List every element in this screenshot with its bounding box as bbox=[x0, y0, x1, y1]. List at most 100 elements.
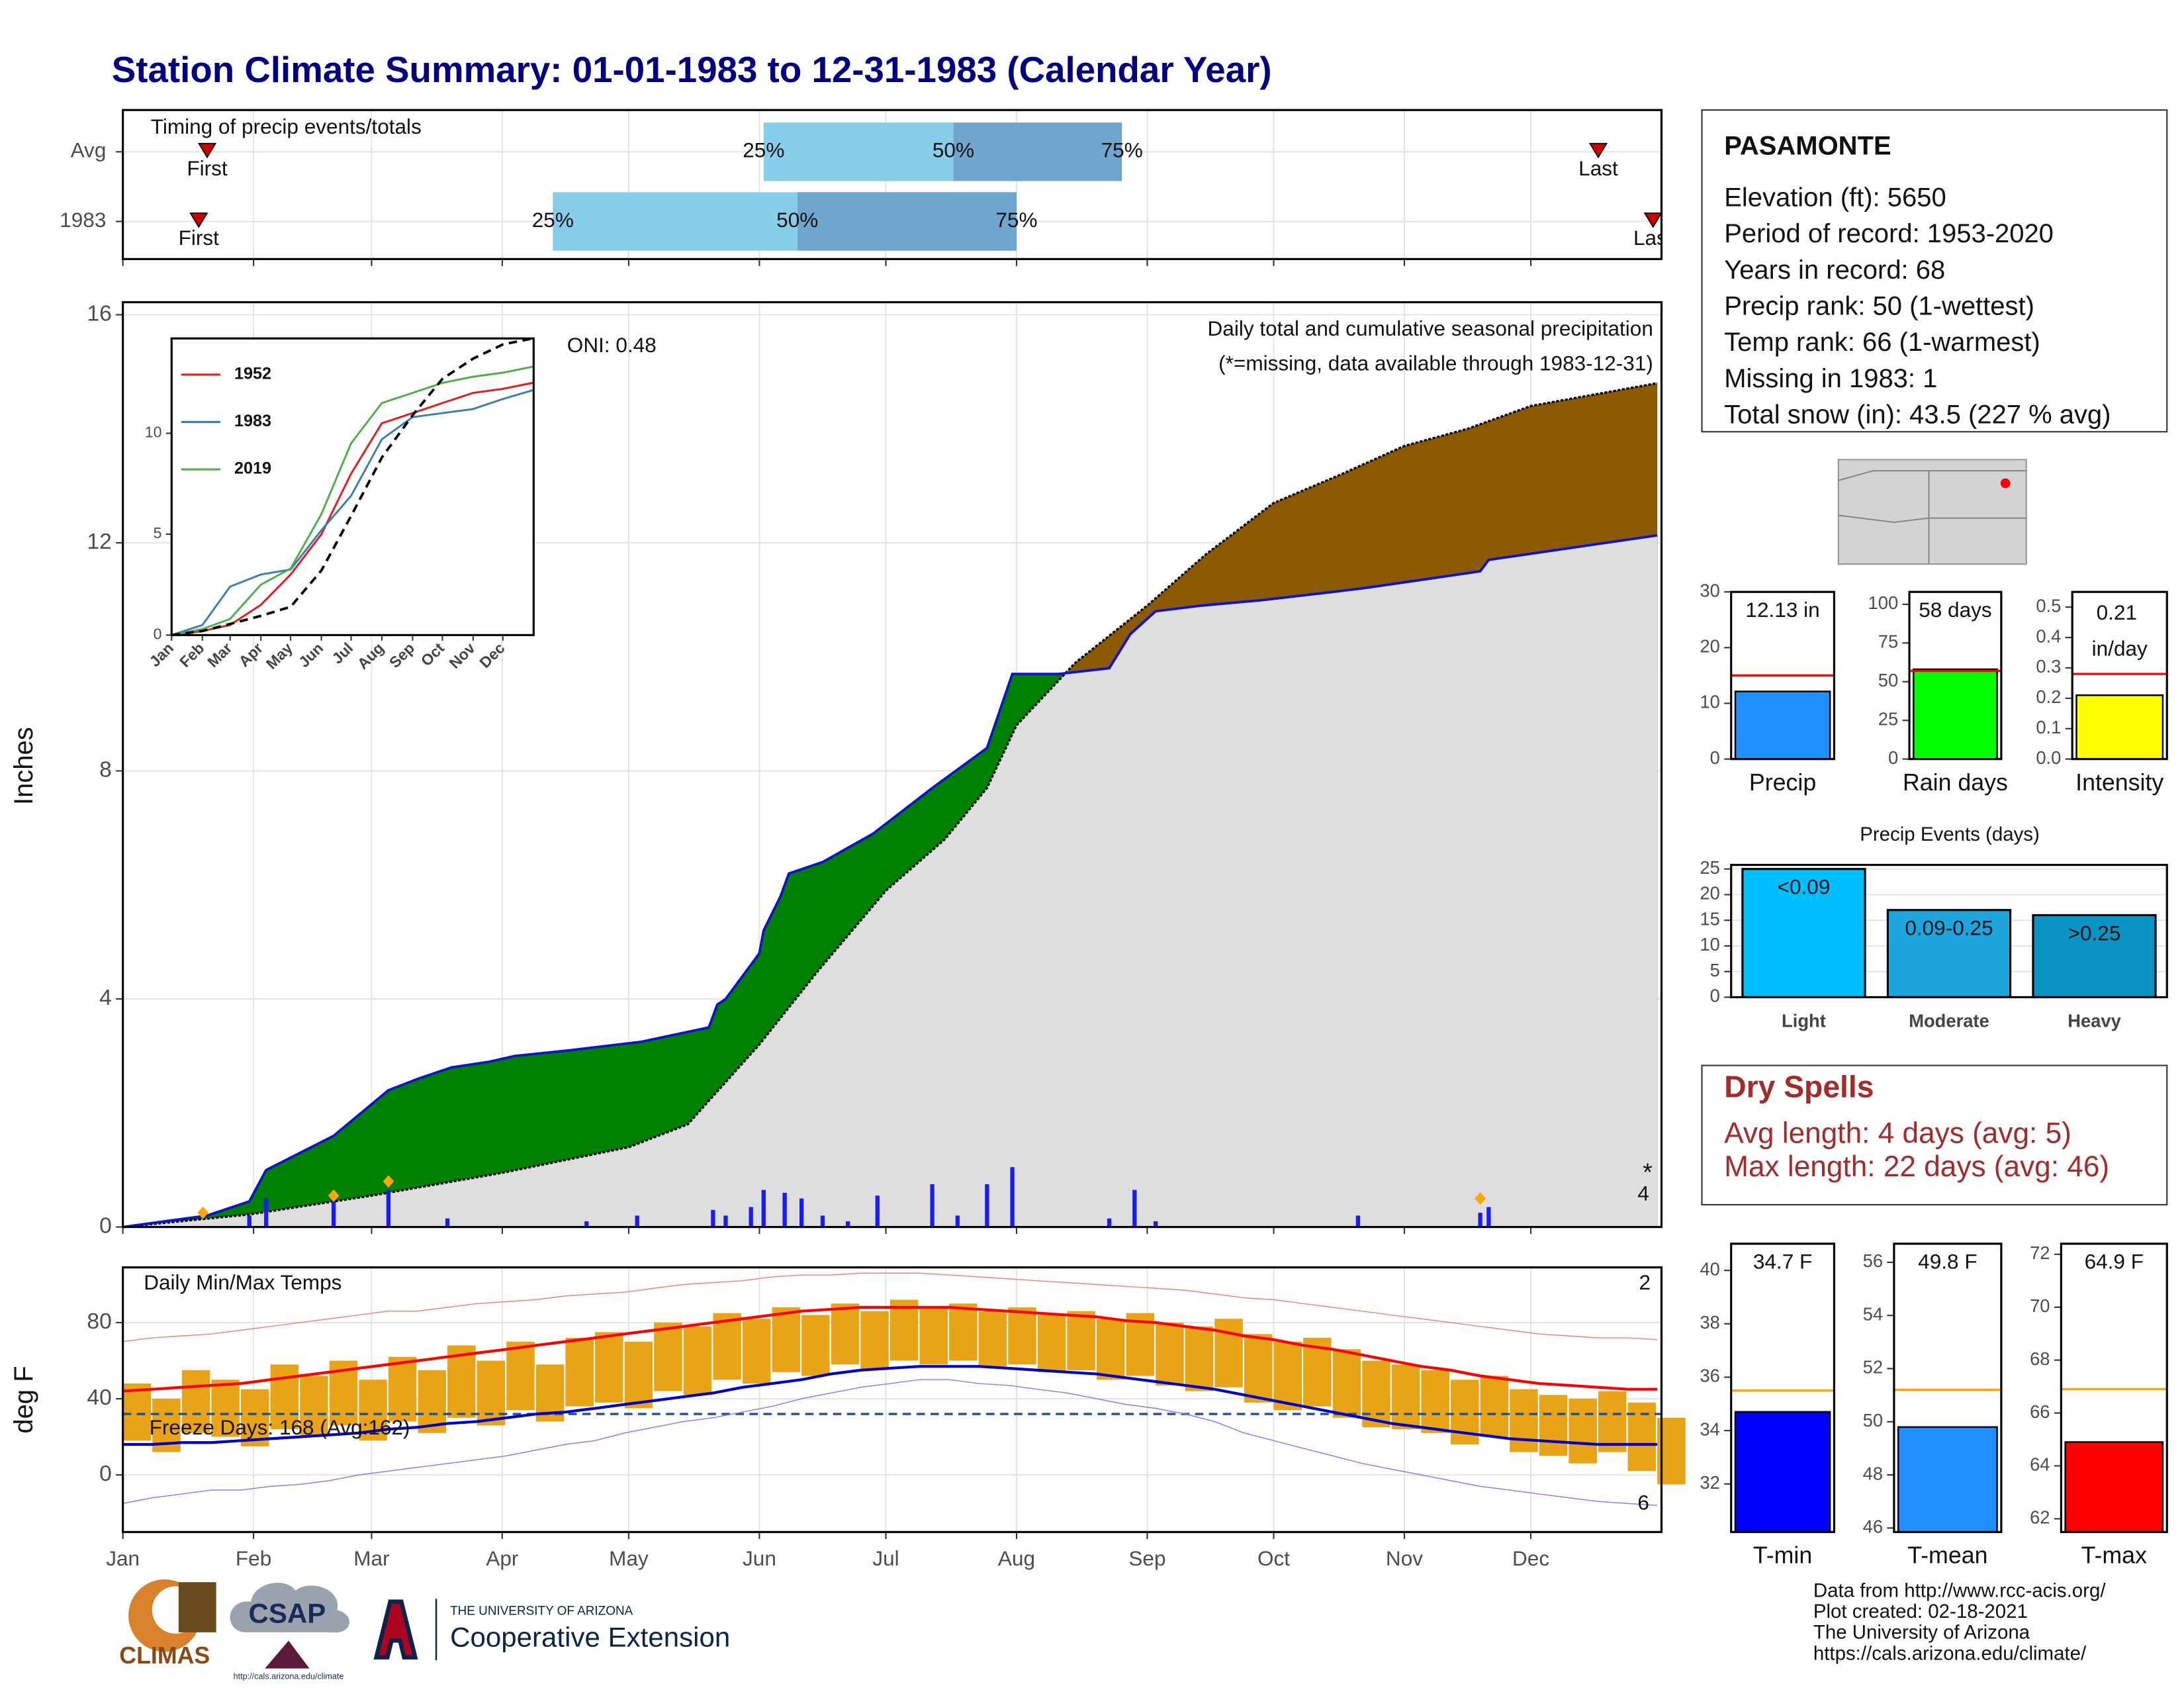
quantile-label: 25% bbox=[532, 208, 574, 232]
daily-range-bar bbox=[713, 1313, 741, 1380]
row-label: Avg bbox=[71, 138, 107, 162]
category-label: Light bbox=[1782, 1011, 1826, 1031]
panel-frame bbox=[1730, 590, 1835, 761]
station-info: Temp rank: 66 (1-warmest) bbox=[1724, 328, 2040, 357]
climas-emblem-block bbox=[178, 1582, 216, 1632]
event-label: Last bbox=[1578, 156, 1618, 180]
inset-line bbox=[171, 337, 533, 637]
y-tick-label: 70 bbox=[2030, 1295, 2050, 1316]
daily-range-bar bbox=[801, 1315, 830, 1376]
legend-label: 1983 bbox=[234, 412, 271, 430]
y-tick-label: 0 bbox=[1888, 747, 1898, 768]
y-tick-label: 36 bbox=[1700, 1366, 1719, 1386]
daily-range-bar bbox=[1480, 1376, 1509, 1437]
panel-frame bbox=[1893, 1243, 2003, 1533]
legend-label: 1952 bbox=[234, 365, 271, 383]
bar bbox=[1913, 668, 1998, 760]
y-tick-label: 25 bbox=[1700, 857, 1719, 878]
y-tick-label: 50 bbox=[1878, 670, 1898, 690]
daily-bar bbox=[761, 1190, 766, 1227]
daily-range-bar bbox=[240, 1389, 269, 1446]
cumulative-line bbox=[122, 534, 1658, 1229]
y-tick-label: 0.5 bbox=[2036, 595, 2061, 616]
dry-spell-info: Max length: 22 days (avg: 46) bbox=[1724, 1150, 2109, 1183]
panel-frame bbox=[1730, 1243, 1835, 1533]
y-tick-label: 100 bbox=[1868, 592, 1899, 613]
y-tick-label: 72 bbox=[2030, 1243, 2050, 1263]
y-tick-label: 64 bbox=[2030, 1454, 2050, 1475]
daily-bar bbox=[749, 1207, 753, 1227]
bar bbox=[1897, 1426, 1998, 1533]
daily-range-bar bbox=[1569, 1399, 1597, 1464]
daily-range-bar bbox=[624, 1341, 653, 1409]
x-tick-label: Aug bbox=[998, 1546, 1035, 1570]
missing-marker: * bbox=[1643, 1159, 1653, 1187]
daily-range-bar bbox=[831, 1303, 860, 1365]
daily-range-bar bbox=[388, 1356, 417, 1422]
daily-range-bar bbox=[1037, 1315, 1066, 1372]
y-tick-label: 5 bbox=[154, 524, 162, 541]
x-tick-label: May bbox=[609, 1546, 649, 1570]
bar bbox=[2064, 1441, 2164, 1533]
daily-range-bar bbox=[1097, 1319, 1125, 1380]
daily-range-bar bbox=[1332, 1349, 1361, 1418]
bar bbox=[2032, 914, 2157, 999]
category-label: T-min bbox=[1753, 1542, 1812, 1569]
daily-range-bar bbox=[1185, 1326, 1214, 1391]
daily-bar bbox=[723, 1215, 728, 1227]
daily-bar bbox=[445, 1218, 450, 1227]
quantile-label: 50% bbox=[933, 138, 974, 162]
y-axis-label: Inches bbox=[9, 727, 38, 805]
logos: CLIMAS CSAP http://cals.arizona.edu/clim… bbox=[119, 1579, 730, 1681]
footer-line: Data from http://www.rcc-acis.org/ bbox=[1813, 1580, 2106, 1602]
station-name: PASAMONTE bbox=[1724, 132, 1891, 161]
station-info: Period of record: 1953-2020 bbox=[1724, 219, 2054, 248]
snow-count: 4 bbox=[1637, 1182, 1649, 1205]
footer-line: https://cals.arizona.edu/climate/ bbox=[1813, 1642, 2087, 1664]
y-tick-label: 0.1 bbox=[2036, 717, 2061, 737]
event-marker bbox=[189, 212, 208, 228]
event-marker bbox=[197, 142, 217, 159]
y-tick-label: 48 bbox=[1863, 1463, 1883, 1483]
daily-range-bar bbox=[506, 1341, 535, 1411]
event-label: First bbox=[179, 226, 220, 250]
temp-line bbox=[122, 1305, 1658, 1393]
event-marker bbox=[1588, 142, 1608, 159]
average-line bbox=[122, 382, 1658, 1229]
quantile-label: 75% bbox=[1101, 138, 1143, 162]
y-tick-label: 40 bbox=[1700, 1258, 1719, 1279]
daily-bar bbox=[1107, 1218, 1112, 1227]
footer-line: The University of Arizona bbox=[1813, 1622, 2030, 1644]
daily-range-bar bbox=[418, 1370, 446, 1433]
daily-bar bbox=[820, 1215, 825, 1227]
y-tick-label: 15 bbox=[1700, 908, 1719, 929]
y-tick-label: 0 bbox=[99, 1213, 112, 1238]
bar bbox=[1734, 690, 1831, 760]
ua-name: THE UNIVERSITY OF ARIZONA bbox=[450, 1604, 633, 1618]
csap-mountain bbox=[265, 1640, 310, 1669]
inset-line bbox=[171, 365, 533, 636]
quartile-box bbox=[953, 122, 1122, 181]
daily-range-bar bbox=[1539, 1395, 1568, 1456]
map-borders bbox=[1838, 470, 2026, 565]
timing-rows: 25% 50% 75% First Last 25% 50% 75% First Last bbox=[179, 122, 1662, 251]
chart-title: Daily Min/Max Temps bbox=[144, 1270, 341, 1294]
daily-bar bbox=[635, 1215, 639, 1227]
value-label: 0.21 in/day bbox=[2092, 600, 2148, 661]
y-tick-label: 16 bbox=[87, 301, 111, 326]
category-label: Moderate bbox=[1909, 1011, 1989, 1031]
event-label: First bbox=[187, 156, 228, 180]
daily-bar bbox=[264, 1198, 269, 1227]
daily-range-bar bbox=[1067, 1311, 1095, 1370]
daily-range-bar bbox=[1273, 1341, 1302, 1411]
csap-url: http://cals.arizona.edu/climate bbox=[234, 1671, 344, 1681]
daily-bar bbox=[875, 1196, 880, 1227]
station-info: Years in record: 68 bbox=[1724, 256, 1945, 285]
temp-line bbox=[122, 1365, 1658, 1446]
value-label: 12.13 in bbox=[1745, 598, 1819, 622]
y-tick-label: 32 bbox=[1700, 1472, 1719, 1493]
quartile-box bbox=[797, 192, 1017, 251]
station-info: Precip rank: 50 (1-wettest) bbox=[1724, 292, 2034, 321]
panel-frame bbox=[122, 1266, 1663, 1533]
